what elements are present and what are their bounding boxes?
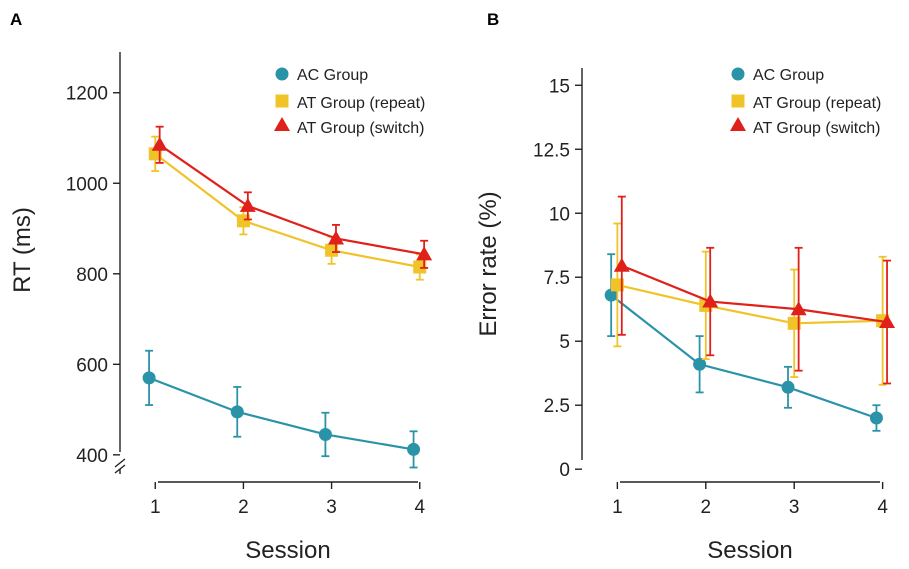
panel-b-legend-repeat-label: AT Group (repeat) bbox=[753, 95, 881, 112]
panel-a-series-2-line bbox=[159, 143, 425, 256]
panel-b-legend-ac-label: AC Group bbox=[753, 67, 824, 84]
panel-a-y-axis-title: RT (ms) bbox=[9, 207, 36, 293]
panel-a-x-axis-title: Session bbox=[245, 537, 330, 564]
panel-a-x-tick-label: 1 bbox=[150, 497, 161, 518]
panel-a-letter: A bbox=[10, 10, 22, 29]
panel-b-y-axis-title: Error rate (%) bbox=[475, 191, 502, 336]
panel-b-x-tick-label: 4 bbox=[877, 497, 888, 518]
panel-b-letter: B bbox=[487, 10, 499, 29]
panel-a-y-tick-label: 1200 bbox=[66, 84, 108, 105]
panel-b-series-0-point bbox=[604, 288, 618, 302]
panel-b-x-tick-label: 2 bbox=[701, 497, 712, 518]
panel-b-y-tick-label: 2.5 bbox=[544, 396, 570, 417]
panel-a-series-2-point bbox=[151, 136, 168, 151]
panel-b-x-axis-title: Session bbox=[707, 537, 792, 564]
panel-a-series-0-point bbox=[407, 442, 421, 456]
panel-b-series-2-point bbox=[613, 257, 630, 272]
panel-b-x-tick-label: 1 bbox=[612, 497, 623, 518]
panel-b-legend-0-marker bbox=[731, 67, 745, 81]
panel-b-y-tick-label: 0 bbox=[559, 460, 570, 481]
panel-a-series-0-point bbox=[318, 427, 332, 441]
panel-b-series-0-line bbox=[610, 294, 877, 420]
panel-b-series-2-line bbox=[621, 264, 888, 324]
panel-b-series-1-point bbox=[610, 278, 624, 292]
panel-a-series-1-point bbox=[413, 260, 427, 274]
panel-a-x-tick-label: 3 bbox=[326, 497, 337, 518]
panel-a-x-tick-label: 2 bbox=[238, 497, 249, 518]
panel-b-legend-2-marker bbox=[730, 117, 746, 131]
panel-a: A RT (ms) Session AC Group AT Group (rep… bbox=[9, 10, 433, 564]
panel-b-y-tick-label: 7.5 bbox=[544, 268, 570, 289]
panel-a-series-0-point bbox=[142, 371, 156, 385]
panel-a-legend: AC Group AT Group (repeat) AT Group (swi… bbox=[297, 67, 425, 137]
panel-b-series-1-line bbox=[617, 283, 883, 325]
panel-a-y-tick-label: 1000 bbox=[66, 174, 108, 195]
panel-a-series-1-line bbox=[154, 152, 420, 269]
panel-b-y-tick-label: 10 bbox=[549, 204, 570, 225]
panel-a-legend-0-marker bbox=[275, 67, 289, 81]
panel-a-legend-repeat-label: AT Group (repeat) bbox=[297, 95, 425, 112]
panel-a-legend-2-marker bbox=[274, 117, 290, 131]
panel-a-legend-1-marker bbox=[275, 94, 289, 108]
panel-a-series-2-point bbox=[239, 197, 256, 212]
panel-b-y-tick-label: 5 bbox=[559, 332, 570, 353]
panel-b-series-0-point bbox=[869, 411, 883, 425]
panel-b: B Error rate (%) Session AC Group AT Gro… bbox=[475, 10, 896, 564]
panel-b-series-1-point bbox=[787, 316, 801, 330]
panel-a-series-0-line bbox=[148, 376, 414, 451]
panel-a-axis-break-mark bbox=[114, 458, 126, 474]
panel-b-legend: AC Group AT Group (repeat) AT Group (swi… bbox=[753, 67, 881, 137]
panel-a-series-0-point bbox=[230, 405, 244, 419]
panel-a-series-1-point bbox=[325, 243, 339, 257]
panel-a-y-tick-label: 600 bbox=[76, 355, 108, 376]
panel-a-y-tick-label: 800 bbox=[76, 265, 108, 286]
panel-a-series-2-point bbox=[416, 246, 433, 261]
panel-a-legend-ac-label: AC Group bbox=[297, 67, 368, 84]
panel-b-series-2-point bbox=[790, 301, 807, 316]
panel-b-series-2-point bbox=[879, 314, 896, 329]
panel-a-series-1-point bbox=[236, 214, 250, 228]
panel-b-legend-switch-label: AT Group (switch) bbox=[753, 120, 880, 137]
panel-a-x-tick-label: 4 bbox=[414, 497, 425, 518]
panel-b-series-0-point bbox=[693, 357, 707, 371]
panel-b-series-0-point bbox=[781, 380, 795, 394]
panel-b-x-tick-label: 3 bbox=[789, 497, 800, 518]
panel-b-legend-1-marker bbox=[731, 94, 745, 108]
panel-a-series-2-point bbox=[327, 230, 344, 245]
panel-b-y-tick-label: 15 bbox=[549, 76, 570, 97]
panel-a-y-tick-label: 400 bbox=[76, 446, 108, 467]
panel-a-legend-switch-label: AT Group (switch) bbox=[297, 120, 424, 137]
panel-b-y-tick-label: 12.5 bbox=[533, 140, 570, 161]
panel-b-series-2-point bbox=[702, 293, 719, 308]
